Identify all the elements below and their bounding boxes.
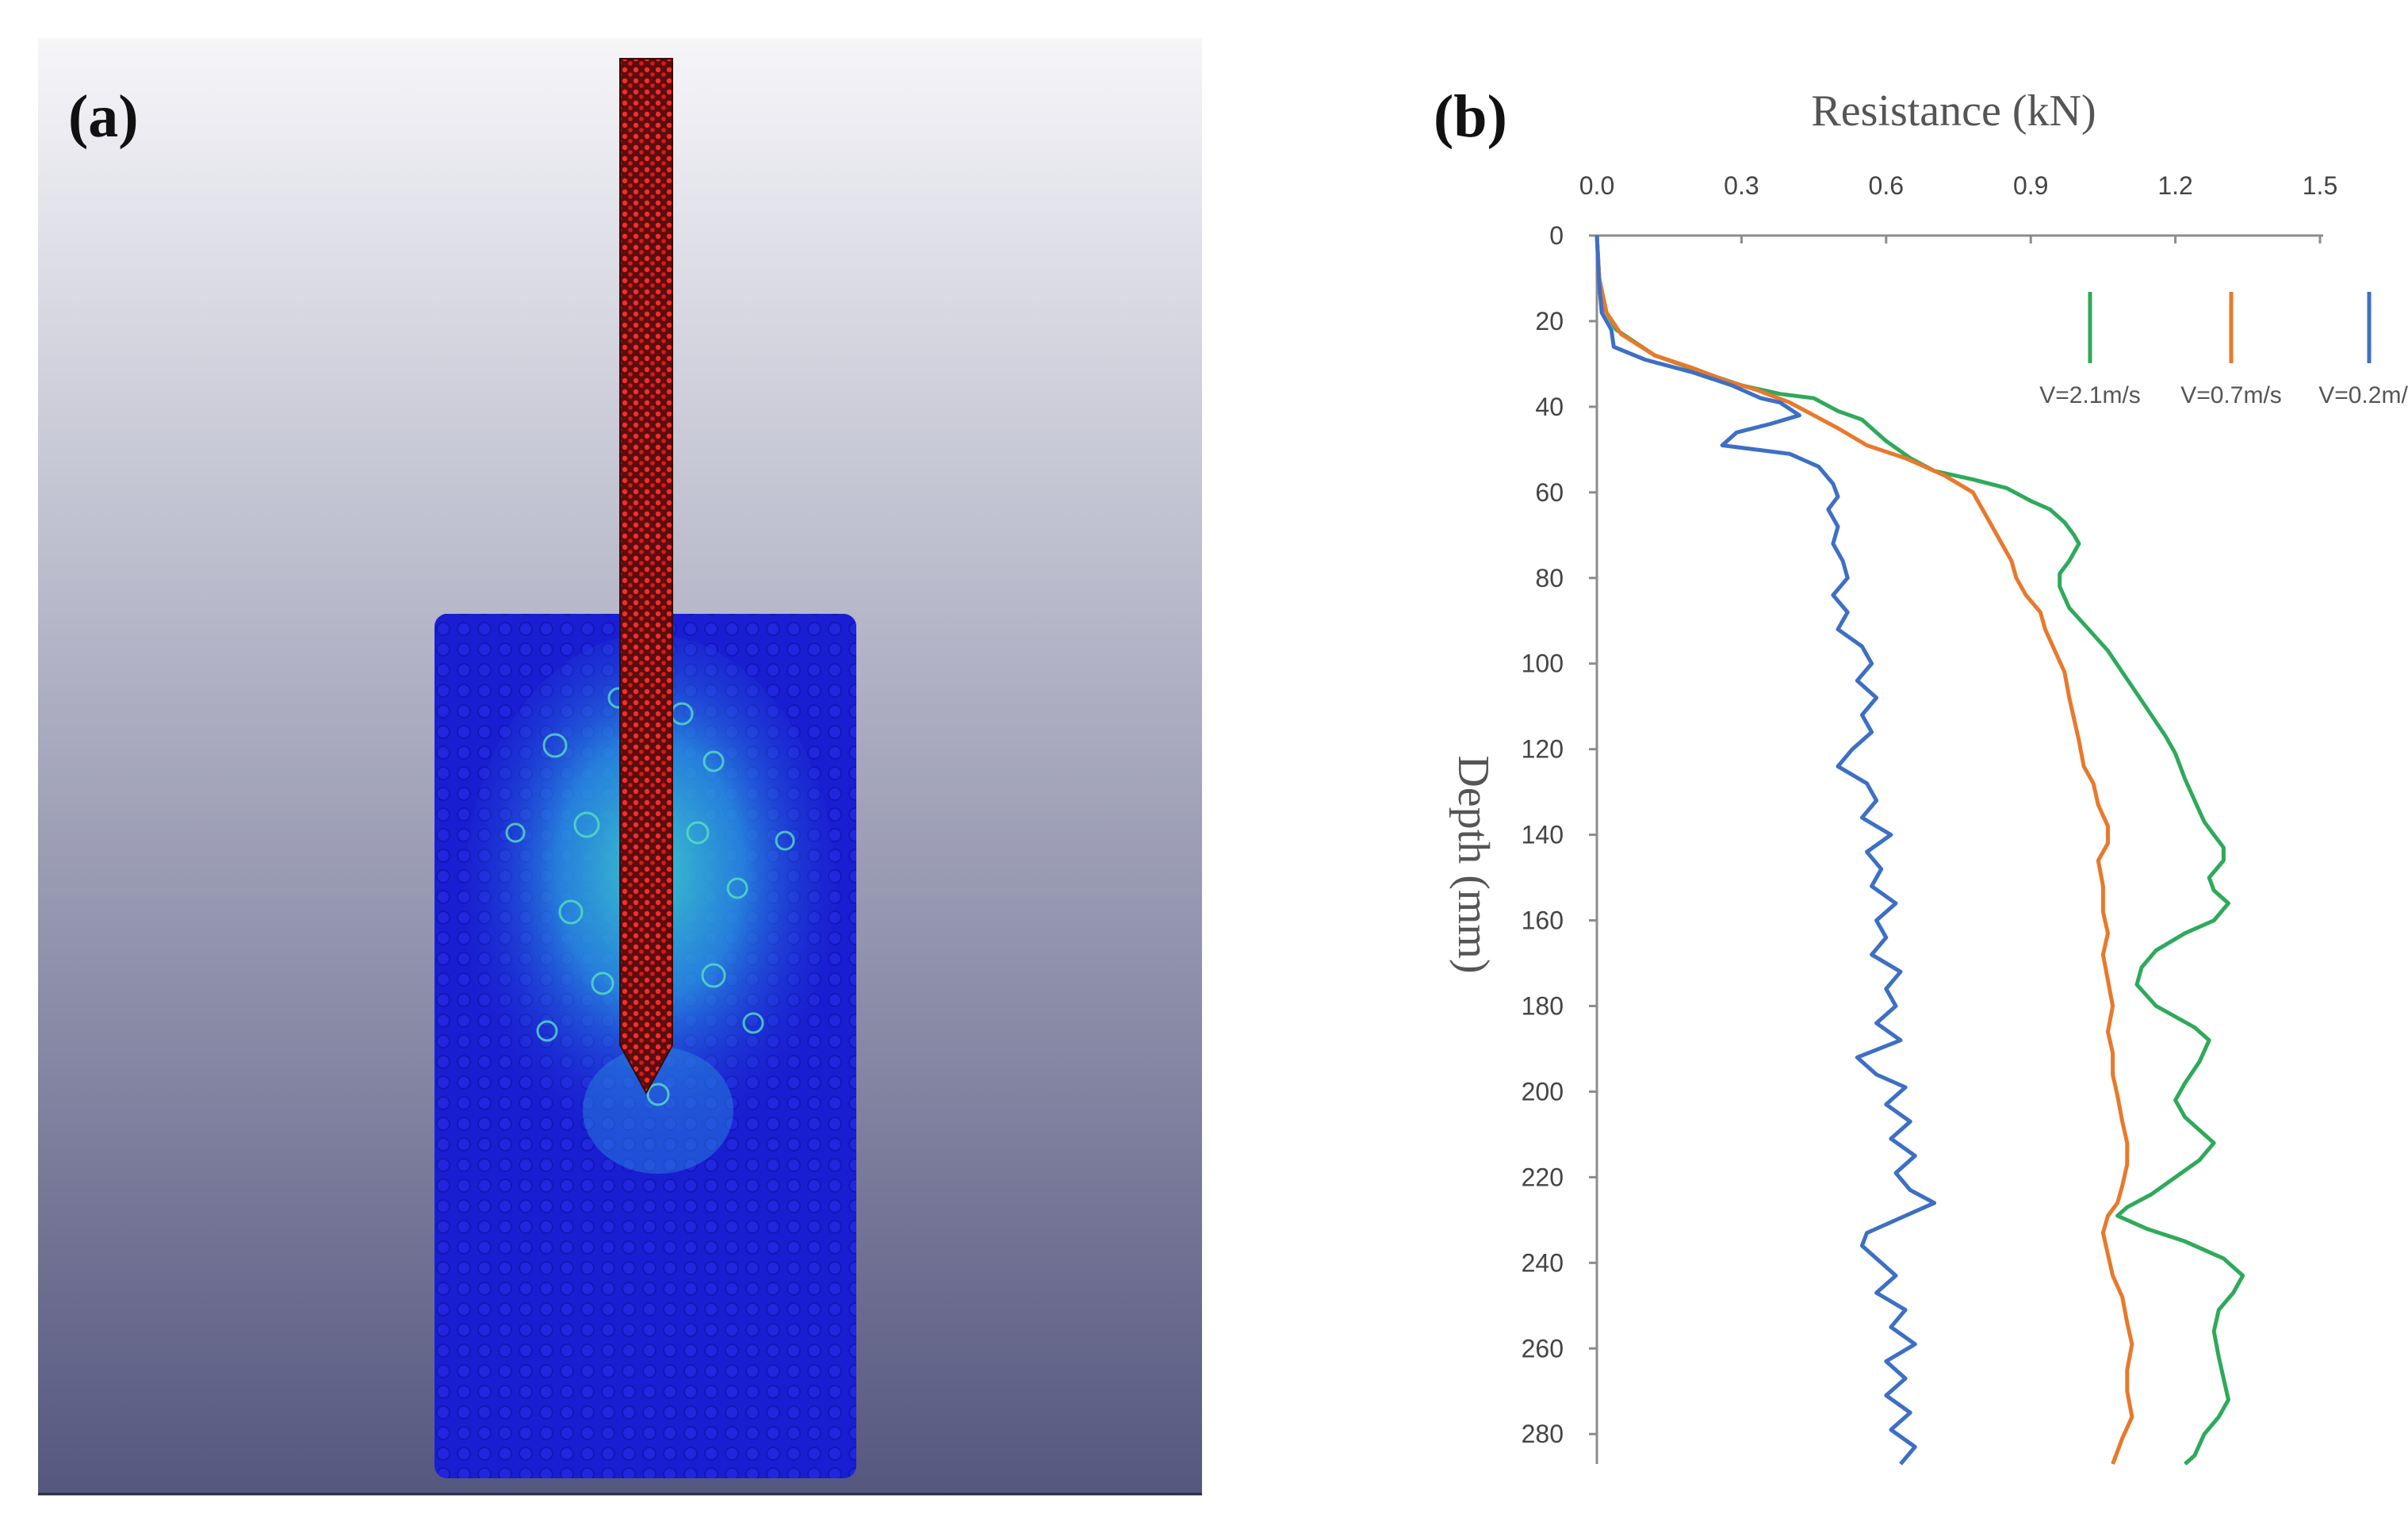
x-tick-label: 0.9 — [2013, 171, 2048, 200]
x-tick-label: 0.3 — [1724, 171, 1759, 200]
y-tick-label: 80 — [1535, 564, 1564, 592]
penetrometer-rod — [619, 58, 673, 1095]
y-tick-label: 160 — [1522, 906, 1564, 935]
y-tick-label: 200 — [1522, 1077, 1564, 1106]
x-tick-label: 1.2 — [2157, 171, 2192, 200]
legend-label: V=2.1m/s — [2039, 382, 2141, 408]
series-line-v-2-1m-s — [1594, 235, 2245, 1466]
y-tick-label: 20 — [1535, 307, 1564, 335]
legend-label: V=0.7m/s — [2180, 382, 2282, 408]
series-line-v-0-2m-s — [1594, 235, 1937, 1466]
disturbed-zone-tail — [583, 1047, 733, 1174]
resistance-depth-chart: (b) Resistance (kN) Depth (mm) 0.0 0.3 0.6… — [1434, 83, 2408, 1466]
y-tick-label: 60 — [1535, 478, 1564, 507]
y-axis-title: Depth (mm) — [1449, 755, 1498, 973]
y-tick-label: 260 — [1522, 1334, 1564, 1362]
panel-a-label: (a) — [68, 83, 139, 150]
y-tick-label: 240 — [1522, 1248, 1564, 1277]
x-axis-title: Resistance (kN) — [1811, 86, 2096, 136]
simulation-figure: (a) — [38, 38, 1202, 1496]
y-tick-label: 140 — [1522, 821, 1564, 849]
y-tick-label: 0 — [1549, 221, 1564, 250]
legend-label: V=0.2m/s — [2318, 382, 2408, 408]
chart-panel: (b) Resistance (kN) Depth (mm) 0.0 0.3 0.6… — [1364, 0, 2408, 1529]
y-tick-label: 40 — [1535, 393, 1564, 421]
y-tick-label: 180 — [1522, 991, 1564, 1020]
y-tick-label: 220 — [1522, 1163, 1564, 1191]
x-tick-label: 0.6 — [1869, 171, 1904, 200]
y-tick-label: 120 — [1522, 735, 1564, 764]
simulation-panel: (a) — [38, 38, 1202, 1496]
panel-b-label: (b) — [1434, 83, 1507, 150]
series-line-v-0-7m-s — [1594, 235, 2134, 1465]
y-tick-label: 100 — [1522, 650, 1564, 678]
x-tick-label: 0.0 — [1579, 171, 1614, 200]
x-tick-label: 1.5 — [2303, 171, 2337, 200]
y-tick-label: 280 — [1522, 1420, 1564, 1448]
